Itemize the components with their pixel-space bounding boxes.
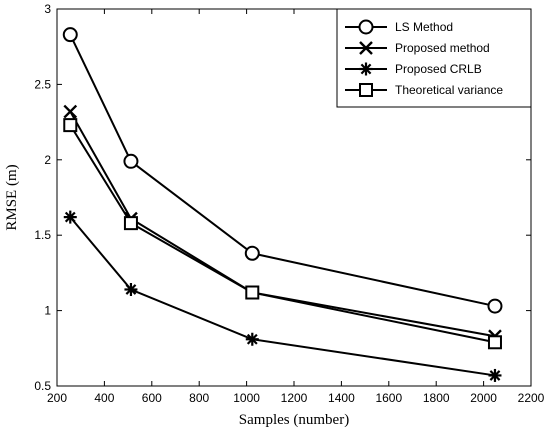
data-point-marker	[124, 282, 138, 296]
legend-label: Theoretical variance	[395, 83, 503, 97]
legend-label: Proposed CRLB	[395, 62, 482, 76]
data-point-marker	[487, 298, 503, 314]
legend-marker	[359, 62, 373, 76]
x-tick-label: 1800	[423, 391, 450, 405]
data-point-marker	[488, 368, 502, 382]
y-tick-label: 1.5	[34, 228, 51, 242]
legend-marker-stroke	[359, 41, 373, 55]
series-line	[69, 216, 496, 377]
data-point-marker	[487, 335, 502, 350]
data-point-marker	[123, 153, 139, 169]
data-point-marker	[123, 216, 138, 231]
data-point-marker	[244, 245, 260, 261]
legend-item: LS Method	[345, 19, 453, 35]
x-tick-label: 1000	[233, 391, 260, 405]
y-tick-label: 2	[44, 153, 51, 167]
x-tick-label: 1200	[281, 391, 308, 405]
series-0	[62, 27, 503, 314]
legend-label: Proposed method	[395, 41, 490, 55]
x-tick-label: 2000	[470, 391, 497, 405]
data-point-marker	[245, 285, 260, 300]
series-line	[69, 34, 496, 308]
x-tick-label: 2200	[518, 391, 545, 405]
x-tick-label: 800	[189, 391, 209, 405]
data-point-marker	[63, 118, 78, 133]
data-point-marker	[63, 104, 78, 119]
data-point-marker	[62, 27, 78, 43]
y-tick-label: 1	[44, 304, 51, 318]
series-layer	[62, 27, 503, 382]
legend-item: Proposed CRLB	[345, 62, 482, 76]
data-point-marker	[63, 210, 77, 224]
legend: LS Method Proposed method Proposed CRLB The…	[336, 8, 532, 108]
series-3	[63, 118, 502, 350]
x-axis-title: Samples (number)	[239, 412, 349, 428]
y-tick-label: 0.5	[34, 379, 51, 393]
x-tick-label: 400	[94, 391, 114, 405]
x-tick-label: 200	[47, 391, 67, 405]
legend-items: LS Method Proposed method Proposed CRLB The…	[345, 19, 503, 97]
series-line	[69, 111, 496, 338]
legend-item: Theoretical variance	[345, 83, 503, 97]
series-line	[69, 124, 496, 344]
data-point-marker	[245, 332, 259, 346]
y-tick-label: 3	[44, 2, 51, 16]
data-point-marker-stroke	[63, 104, 78, 119]
series-2	[63, 210, 502, 382]
y-tick-label: 2.5	[34, 77, 51, 91]
x-tick-label: 1400	[328, 391, 355, 405]
y-axis-title: RMSE (m)	[4, 164, 20, 230]
axis-ticks: 200 400 600 800 1000 1200 1400 1600 1800 2000 2200…	[34, 2, 544, 405]
legend-marker	[358, 19, 374, 35]
legend-item: Proposed method	[345, 41, 490, 55]
x-tick-label: 600	[142, 391, 162, 405]
legend-marker	[359, 41, 373, 55]
x-tick-label: 1600	[375, 391, 402, 405]
legend-marker	[359, 83, 373, 97]
legend-label: LS Method	[395, 20, 453, 34]
